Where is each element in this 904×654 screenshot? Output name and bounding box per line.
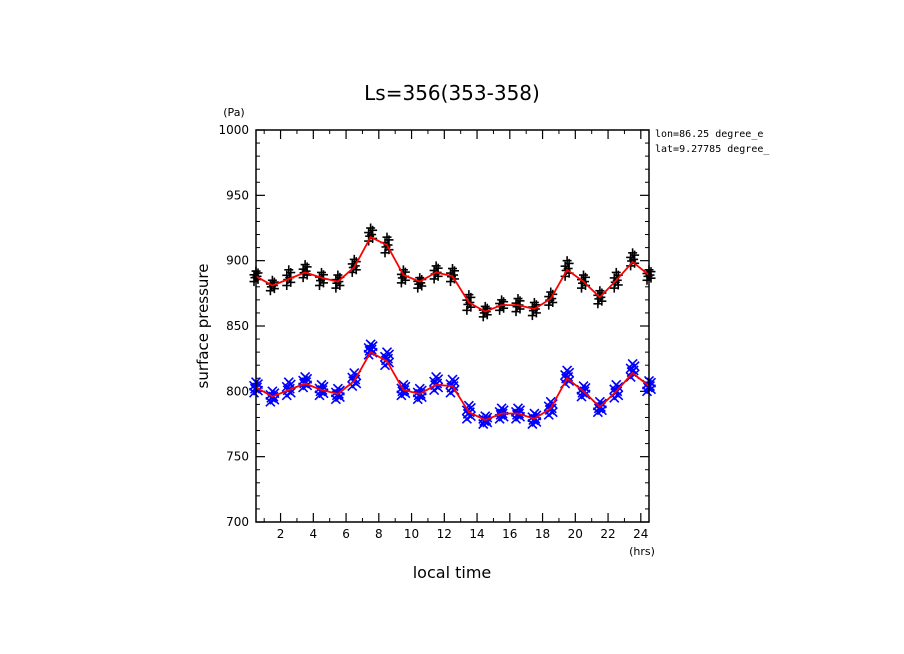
- x-tick-label: 24: [633, 527, 648, 541]
- plus-marker: [611, 267, 621, 277]
- y-tick-label: 800: [226, 384, 249, 398]
- plus-marker: [382, 232, 392, 242]
- x-tick-label: 10: [404, 527, 419, 541]
- plus-marker: [349, 254, 359, 264]
- annotation-lat: lat=9.27785 degree_: [655, 144, 770, 155]
- plus-marker: [431, 261, 441, 271]
- plot-frame: [255, 129, 650, 523]
- y-unit-label: (Pa): [223, 106, 244, 119]
- y-tick-label: 850: [226, 319, 249, 333]
- y-tick-label: 1000: [218, 123, 249, 137]
- x-marker: [545, 396, 556, 407]
- y-axis-label: surface pressure: [194, 264, 212, 389]
- x-axis-label: local time: [413, 563, 492, 582]
- x-marker: [562, 365, 573, 376]
- x-marker: [381, 347, 393, 358]
- x-tick-label: 2: [277, 527, 285, 541]
- x-marker: [512, 403, 524, 414]
- y-tick-label: 700: [226, 515, 249, 529]
- plus-marker: [284, 265, 294, 275]
- data-markers: [248, 223, 657, 430]
- plus-marker: [513, 294, 523, 304]
- plus-marker: [628, 248, 638, 258]
- plus-marker: [579, 270, 588, 280]
- plus-marker: [448, 264, 457, 274]
- y-tick-label: 750: [226, 450, 249, 464]
- x-tick-label: 4: [309, 527, 317, 541]
- x-marker: [316, 379, 327, 390]
- plus-marker: [253, 268, 263, 278]
- plus-marker: [480, 301, 490, 311]
- upper-fit-line: [255, 236, 650, 313]
- plus-marker: [595, 286, 605, 296]
- plus-marker: [529, 297, 539, 307]
- fit-lines: [255, 236, 650, 422]
- x-tick-label: 12: [437, 527, 452, 541]
- x-marker: [300, 371, 311, 383]
- x-marker: [496, 403, 507, 414]
- chart-title: Ls=356(353-358): [364, 81, 540, 105]
- plus-marker: [562, 256, 572, 266]
- x-marker: [283, 377, 294, 388]
- plus-marker: [464, 290, 474, 300]
- x-marker: [365, 339, 376, 350]
- y-tick-label: 950: [226, 188, 249, 202]
- plus-marker: [267, 275, 277, 285]
- lower-fit-line: [255, 351, 650, 422]
- plus-marker: [646, 267, 656, 277]
- x-tick-label: 16: [502, 527, 517, 541]
- x-tick-label: 8: [375, 527, 383, 541]
- annotation-lon: lon=86.25 degree_e: [655, 129, 763, 140]
- x-marker: [398, 379, 409, 390]
- x-tick-label: 14: [469, 527, 484, 541]
- x-tick-label: 20: [568, 527, 583, 541]
- x-marker: [447, 374, 458, 385]
- y-tick-label: 900: [226, 254, 249, 268]
- plus-marker: [333, 270, 343, 280]
- x-unit-label: (hrs): [629, 545, 655, 558]
- x-marker: [431, 371, 442, 383]
- plus-marker: [317, 267, 326, 277]
- x-tick-label: 22: [600, 527, 615, 541]
- plus-marker: [300, 260, 310, 270]
- plus-marker: [497, 295, 507, 305]
- plus-marker: [366, 223, 376, 233]
- x-tick-label: 6: [342, 527, 350, 541]
- x-tick-label: 18: [535, 527, 550, 541]
- x-marker: [627, 358, 638, 369]
